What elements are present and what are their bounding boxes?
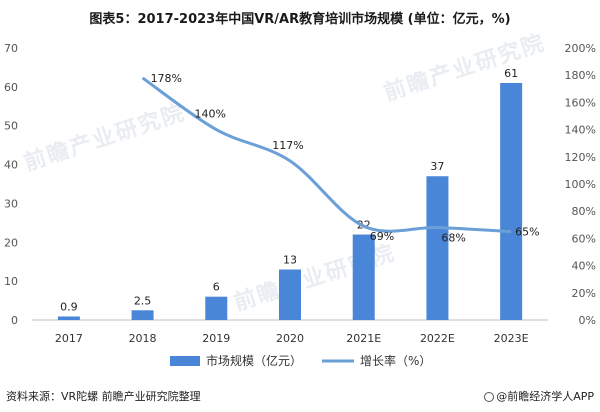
brand-icon <box>484 392 495 402</box>
source-note: 资料来源：VR陀螺 前瞻产业研究院整理 <box>6 390 201 403</box>
y-right-tick-label: 0% <box>579 314 596 327</box>
brand-credit: @前瞻经济学人APP <box>484 388 594 404</box>
legend-label-bar: 市场规模（亿元） <box>206 353 302 368</box>
y-right-tick-label: 60% <box>572 232 596 245</box>
brand-text: @前瞻经济学人APP <box>496 390 594 403</box>
bar-value-label: 61 <box>504 67 518 80</box>
y-right-tick-label: 140% <box>565 124 596 137</box>
x-tick-label: 2022E <box>420 332 455 345</box>
y-left-tick-label: 30 <box>4 197 18 210</box>
y-left-tick-label: 20 <box>4 236 18 249</box>
y-right-tick-label: 100% <box>565 178 596 191</box>
bar <box>131 310 154 320</box>
y-right-tick-label: 200% <box>565 42 596 55</box>
bar-value-label: 2.5 <box>134 294 152 307</box>
bar-value-label: 6 <box>213 281 220 294</box>
bar <box>426 176 449 320</box>
y-right-tick-label: 120% <box>565 151 596 164</box>
x-tick-label: 2021E <box>346 332 381 345</box>
legend-swatch-bar <box>170 356 200 366</box>
line-value-label: 68% <box>441 232 465 245</box>
x-tick-label: 2017 <box>55 332 83 345</box>
bar <box>352 234 375 320</box>
line-value-label: 178% <box>151 72 182 85</box>
bar <box>279 269 301 320</box>
x-tick-label: 2023E <box>494 332 529 345</box>
y-left-tick-label: 50 <box>4 120 18 133</box>
y-right-tick-label: 20% <box>572 287 596 300</box>
y-left-tick-label: 0 <box>11 314 18 327</box>
chart-title: 图表5：2017-2023年中国VR/AR教育培训市场规模 (单位：亿元，%) <box>89 12 511 27</box>
growth-rate-line <box>141 76 512 234</box>
bar-value-label: 13 <box>283 253 297 266</box>
bar <box>205 296 228 320</box>
line-value-label: 65% <box>515 226 539 239</box>
bar-value-label: 0.9 <box>60 301 78 314</box>
y-right-tick-label: 40% <box>572 260 596 273</box>
y-left-tick-label: 70 <box>4 42 18 55</box>
y-right-tick-label: 80% <box>572 205 596 218</box>
x-tick-label: 2018 <box>129 332 157 345</box>
legend-label-line: 增长率（%） <box>360 353 431 368</box>
line-value-label: 140% <box>195 108 226 121</box>
bar-value-label: 37 <box>430 160 444 173</box>
y-left-tick-label: 40 <box>4 159 18 172</box>
combo-chart: 0 10 20 30 40 50 60 70 0% 20% 40% 60% 80% 100% 120% 140… <box>4 42 596 368</box>
y-left-tick-label: 10 <box>4 275 18 288</box>
y-left-tick-label: 60 <box>4 81 18 94</box>
line-value-label: 117% <box>272 139 303 152</box>
y-right-tick-label: 180% <box>565 69 596 82</box>
x-tick-label: 2019 <box>202 332 230 345</box>
line-value-label: 69% <box>370 230 394 243</box>
bar <box>500 82 523 320</box>
x-tick-label: 2020 <box>276 332 304 345</box>
bar <box>57 316 80 320</box>
y-right-tick-label: 160% <box>565 96 596 109</box>
